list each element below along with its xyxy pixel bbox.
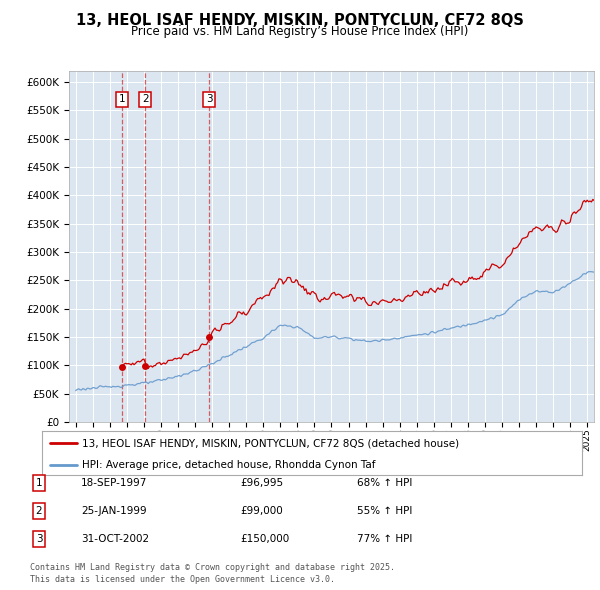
Text: Price paid vs. HM Land Registry’s House Price Index (HPI): Price paid vs. HM Land Registry’s House … xyxy=(131,25,469,38)
Text: Contains HM Land Registry data © Crown copyright and database right 2025.
This d: Contains HM Land Registry data © Crown c… xyxy=(30,563,395,584)
Text: 13, HEOL ISAF HENDY, MISKIN, PONTYCLUN, CF72 8QS (detached house): 13, HEOL ISAF HENDY, MISKIN, PONTYCLUN, … xyxy=(83,438,460,448)
Text: £99,000: £99,000 xyxy=(240,506,283,516)
Text: 1: 1 xyxy=(119,94,125,104)
Text: 2: 2 xyxy=(35,506,43,516)
Text: HPI: Average price, detached house, Rhondda Cynon Taf: HPI: Average price, detached house, Rhon… xyxy=(83,460,376,470)
Text: 77% ↑ HPI: 77% ↑ HPI xyxy=(357,535,412,544)
Text: 13, HEOL ISAF HENDY, MISKIN, PONTYCLUN, CF72 8QS: 13, HEOL ISAF HENDY, MISKIN, PONTYCLUN, … xyxy=(76,13,524,28)
Text: 55% ↑ HPI: 55% ↑ HPI xyxy=(357,506,412,516)
Text: 2: 2 xyxy=(142,94,149,104)
Text: 3: 3 xyxy=(35,535,43,544)
Text: 31-OCT-2002: 31-OCT-2002 xyxy=(81,535,149,544)
Text: £96,995: £96,995 xyxy=(240,478,283,487)
Text: 25-JAN-1999: 25-JAN-1999 xyxy=(81,506,146,516)
Text: 18-SEP-1997: 18-SEP-1997 xyxy=(81,478,148,487)
Text: £150,000: £150,000 xyxy=(240,535,289,544)
Text: 1: 1 xyxy=(35,478,43,487)
Text: 3: 3 xyxy=(206,94,212,104)
Text: 68% ↑ HPI: 68% ↑ HPI xyxy=(357,478,412,487)
